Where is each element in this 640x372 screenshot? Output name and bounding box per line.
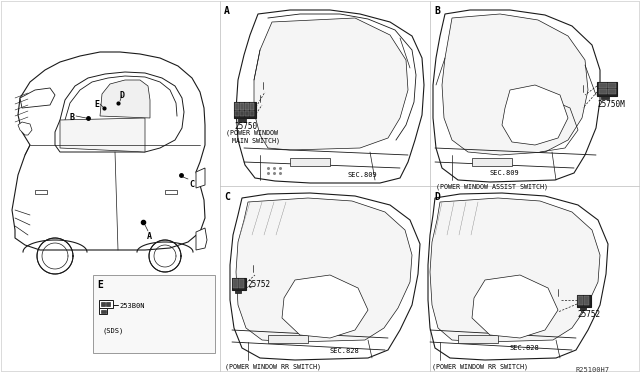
Polygon shape bbox=[230, 193, 420, 360]
Polygon shape bbox=[254, 18, 408, 150]
Bar bbox=[235, 111, 239, 116]
Polygon shape bbox=[502, 85, 568, 145]
Text: 25750M: 25750M bbox=[597, 100, 625, 109]
Text: C: C bbox=[224, 192, 230, 202]
Polygon shape bbox=[196, 228, 207, 250]
Bar bbox=[458, 335, 498, 343]
Text: C: C bbox=[189, 180, 194, 189]
Polygon shape bbox=[20, 88, 55, 108]
Text: D: D bbox=[434, 192, 440, 202]
Text: D: D bbox=[120, 91, 125, 100]
Bar bbox=[232, 278, 246, 290]
Text: E: E bbox=[97, 280, 103, 290]
Bar bbox=[101, 302, 105, 306]
Polygon shape bbox=[196, 168, 205, 188]
Bar bbox=[101, 310, 106, 313]
Bar bbox=[601, 96, 609, 99]
Text: (POWER WINDOW ASSIST SWITCH): (POWER WINDOW ASSIST SWITCH) bbox=[436, 184, 548, 190]
Bar bbox=[239, 279, 244, 288]
Bar bbox=[106, 302, 110, 306]
Text: SEC.828: SEC.828 bbox=[330, 348, 360, 354]
Text: 25752: 25752 bbox=[577, 310, 600, 319]
Bar bbox=[597, 82, 617, 96]
Bar bbox=[245, 111, 249, 116]
Bar bbox=[240, 103, 244, 110]
Bar bbox=[577, 295, 591, 307]
Bar bbox=[235, 103, 239, 110]
Text: SEC.828: SEC.828 bbox=[510, 345, 540, 351]
Bar bbox=[584, 296, 589, 305]
Polygon shape bbox=[428, 193, 608, 360]
Bar bbox=[268, 335, 308, 343]
Polygon shape bbox=[236, 198, 412, 342]
Bar bbox=[235, 290, 241, 293]
Text: (POWER WINDOW RR SWITCH): (POWER WINDOW RR SWITCH) bbox=[225, 363, 321, 369]
Polygon shape bbox=[60, 118, 145, 152]
Text: B: B bbox=[434, 6, 440, 16]
Bar bbox=[165, 190, 177, 194]
Text: B: B bbox=[70, 113, 75, 122]
Bar bbox=[93, 275, 215, 353]
Bar bbox=[472, 158, 512, 166]
Polygon shape bbox=[442, 14, 588, 155]
Polygon shape bbox=[100, 80, 150, 118]
Text: 25750: 25750 bbox=[234, 122, 257, 131]
Bar bbox=[608, 83, 616, 88]
Text: (POWER WINDOW: (POWER WINDOW bbox=[226, 130, 278, 137]
Polygon shape bbox=[236, 10, 424, 183]
Bar bbox=[99, 308, 107, 314]
Text: A: A bbox=[147, 232, 152, 241]
Bar bbox=[245, 103, 249, 110]
Text: SEC.809: SEC.809 bbox=[490, 170, 520, 176]
Bar bbox=[233, 279, 238, 288]
Text: (SDS): (SDS) bbox=[103, 328, 124, 334]
Text: A: A bbox=[224, 6, 230, 16]
Bar bbox=[250, 103, 254, 110]
Text: R25100H7: R25100H7 bbox=[575, 367, 609, 372]
Text: 253B0N: 253B0N bbox=[119, 303, 145, 309]
Bar bbox=[608, 89, 616, 94]
Bar bbox=[599, 89, 607, 94]
Text: E: E bbox=[94, 100, 99, 109]
Polygon shape bbox=[282, 275, 368, 338]
Bar bbox=[578, 296, 583, 305]
Bar bbox=[580, 307, 586, 310]
Bar bbox=[238, 118, 246, 122]
Bar bbox=[250, 111, 254, 116]
Text: (POWER WINDOW RR SWITCH): (POWER WINDOW RR SWITCH) bbox=[432, 363, 528, 369]
Bar bbox=[99, 300, 113, 308]
Text: SEC.809: SEC.809 bbox=[348, 172, 378, 178]
Polygon shape bbox=[12, 52, 205, 250]
Polygon shape bbox=[430, 198, 600, 342]
Text: MAIN SWITCH): MAIN SWITCH) bbox=[232, 138, 280, 144]
Bar bbox=[35, 190, 47, 194]
Text: 25752: 25752 bbox=[247, 280, 270, 289]
Bar bbox=[240, 111, 244, 116]
Bar bbox=[599, 83, 607, 88]
Bar bbox=[290, 158, 330, 166]
Polygon shape bbox=[55, 72, 184, 152]
Bar bbox=[234, 102, 256, 118]
Polygon shape bbox=[433, 10, 600, 182]
Polygon shape bbox=[472, 275, 558, 338]
Polygon shape bbox=[18, 122, 32, 135]
